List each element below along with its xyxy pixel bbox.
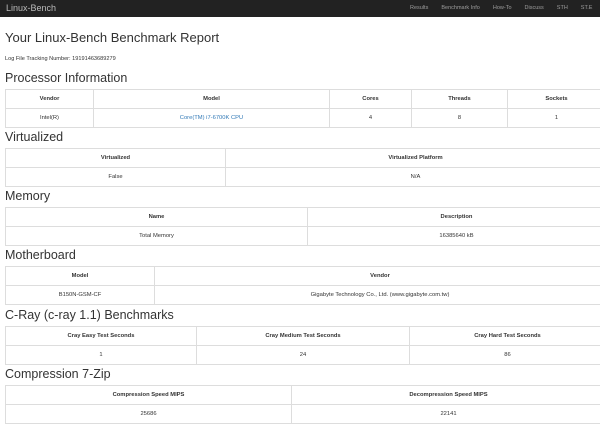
table-header-row: Cray Easy Test Seconds Cray Medium Test … <box>5 326 600 346</box>
column-header: Description <box>307 207 600 227</box>
top-navbar: Linux-Bench Results Benchmark Info How-T… <box>0 0 600 17</box>
tracking-number: Log File Tracking Number: 19191463689279 <box>5 56 116 62</box>
cray-table: Cray Easy Test Seconds Cray Medium Test … <box>5 326 600 365</box>
cray-medium-cell: 24 <box>196 345 410 365</box>
nav-links: Results Benchmark Info How-To Discuss ST… <box>410 0 600 17</box>
nav-how-to[interactable]: How-To <box>492 5 512 11</box>
decompression-speed-cell: 22141 <box>291 404 600 424</box>
compression-speed-cell: 25686 <box>5 404 292 424</box>
processor-table: Vendor Model Cores Threads Sockets Intel… <box>5 89 600 128</box>
table-header-row: Compression Speed MIPS Decompression Spe… <box>5 385 600 405</box>
column-header: Virtualized <box>5 148 226 168</box>
motherboard-table: Model Vendor B150N-GSM-CF Gigabyte Techn… <box>5 266 600 305</box>
virtualized-heading: Virtualized <box>5 130 64 144</box>
table-row: False N/A <box>5 167 600 187</box>
motherboard-heading: Motherboard <box>5 248 76 262</box>
column-header: Model <box>93 89 330 109</box>
memory-description-cell: 16385640 kB <box>307 226 600 246</box>
column-header: Cray Easy Test Seconds <box>5 326 197 346</box>
column-header: Vendor <box>154 266 600 286</box>
platform-cell: N/A <box>225 167 600 187</box>
table-row: B150N-GSM-CF Gigabyte Technology Co., Lt… <box>5 285 600 305</box>
nav-discuss[interactable]: Discuss <box>524 5 544 11</box>
cores-cell: 4 <box>329 108 412 128</box>
column-header: Cray Hard Test Seconds <box>409 326 600 346</box>
table-row: 1 24 86 <box>5 345 600 365</box>
cray-heading: C-Ray (c-ray 1.1) Benchmarks <box>5 308 174 322</box>
motherboard-vendor-cell: Gigabyte Technology Co., Ltd. (www.gigab… <box>154 285 600 305</box>
column-header: Model <box>5 266 155 286</box>
column-header: Threads <box>411 89 508 109</box>
table-header-row: Vendor Model Cores Threads Sockets <box>5 89 600 109</box>
virtualized-table: Virtualized Virtualized Platform False N… <box>5 148 600 187</box>
model-cell: Core(TM) i7-6700K CPU <box>93 108 330 128</box>
compression-table: Compression Speed MIPS Decompression Spe… <box>5 385 600 424</box>
virtualized-cell: False <box>5 167 226 187</box>
column-header: Compression Speed MIPS <box>5 385 292 405</box>
cray-easy-cell: 1 <box>5 345 197 365</box>
table-row: 25686 22141 <box>5 404 600 424</box>
sockets-cell: 1 <box>507 108 600 128</box>
cray-hard-cell: 86 <box>409 345 600 365</box>
column-header: Decompression Speed MIPS <box>291 385 600 405</box>
motherboard-model-cell: B150N-GSM-CF <box>5 285 155 305</box>
compression-heading: Compression 7-Zip <box>5 367 111 381</box>
nav-results[interactable]: Results <box>410 5 429 11</box>
column-header: Virtualized Platform <box>225 148 600 168</box>
column-header: Vendor <box>5 89 94 109</box>
memory-table: Name Description Total Memory 16385640 k… <box>5 207 600 246</box>
memory-name-cell: Total Memory <box>5 226 308 246</box>
processor-heading: Processor Information <box>5 71 128 85</box>
column-header: Cores <box>329 89 412 109</box>
threads-cell: 8 <box>411 108 508 128</box>
column-header: Cray Medium Test Seconds <box>196 326 410 346</box>
vendor-cell: Intel(R) <box>5 108 94 128</box>
table-header-row: Name Description <box>5 207 600 227</box>
cpu-model-link[interactable]: Core(TM) i7-6700K CPU <box>179 115 244 121</box>
nav-sth[interactable]: STH <box>556 5 568 11</box>
nav-ste[interactable]: ST.E <box>580 5 593 11</box>
column-header: Name <box>5 207 308 227</box>
table-row: Intel(R) Core(TM) i7-6700K CPU 4 8 1 <box>5 108 600 128</box>
column-header: Sockets <box>507 89 600 109</box>
nav-benchmark-info[interactable]: Benchmark Info <box>441 5 480 11</box>
brand-link[interactable]: Linux-Bench <box>6 3 57 13</box>
table-header-row: Virtualized Virtualized Platform <box>5 148 600 168</box>
page-title: Your Linux-Bench Benchmark Report <box>5 30 220 45</box>
table-header-row: Model Vendor <box>5 266 600 286</box>
table-row: Total Memory 16385640 kB <box>5 226 600 246</box>
memory-heading: Memory <box>5 189 51 203</box>
